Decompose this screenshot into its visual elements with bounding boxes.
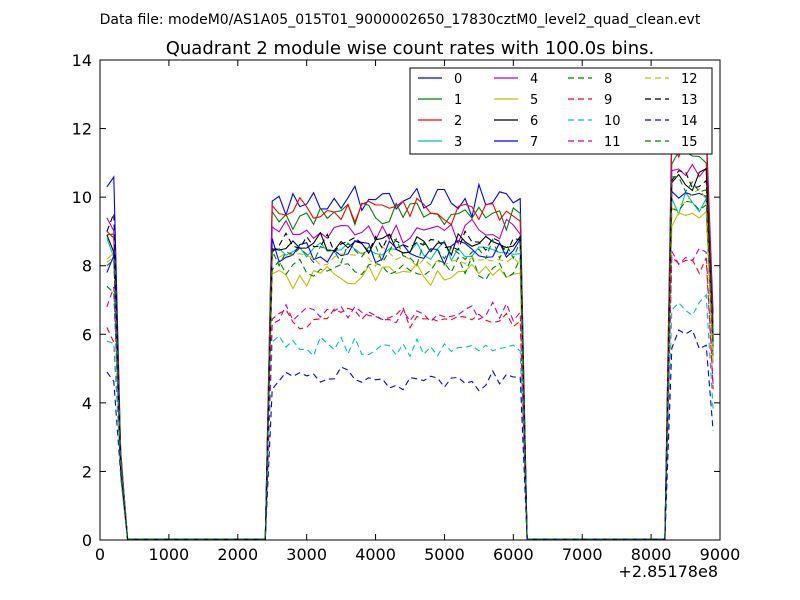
legend-label-6: 6 xyxy=(530,114,538,129)
series-line-14 xyxy=(106,329,714,540)
legend-label-5: 5 xyxy=(530,93,538,108)
legend-label-2: 2 xyxy=(454,114,462,129)
legend-label-0: 0 xyxy=(454,72,462,87)
legend-label-14: 14 xyxy=(681,114,698,129)
x-offset-label: +2.85178e8 xyxy=(618,562,718,581)
legend-box xyxy=(409,67,713,155)
legend-label-15: 15 xyxy=(681,135,698,150)
legend-label-1: 1 xyxy=(454,93,462,108)
x-tick-label: 9000 xyxy=(700,545,741,564)
y-tick-label: 6 xyxy=(82,325,92,344)
x-tick-label: 2000 xyxy=(217,545,258,564)
x-tick-label: 7000 xyxy=(562,545,603,564)
series-line-8 xyxy=(106,200,714,540)
x-tick-label: 6000 xyxy=(493,545,534,564)
chart-suptitle: Data file: modeM0/AS1A05_015T01_90000026… xyxy=(100,12,701,28)
y-tick-label: 0 xyxy=(82,531,92,550)
legend-label-8: 8 xyxy=(604,72,612,87)
legend-label-7: 7 xyxy=(530,135,538,150)
legend-label-3: 3 xyxy=(454,135,462,150)
x-tick-label: 5000 xyxy=(424,545,465,564)
x-axis: 0 1000 2000 3000 4000 5000 6000 7000 8000 9000 xyxy=(95,60,740,564)
y-tick-label: 2 xyxy=(82,462,92,481)
x-tick-label: 8000 xyxy=(631,545,672,564)
y-tick-label: 8 xyxy=(82,257,92,276)
plot-frame xyxy=(99,59,721,541)
legend-label-10: 10 xyxy=(604,114,621,129)
y-tick-label: 4 xyxy=(82,394,92,413)
legend-label-9: 9 xyxy=(604,93,612,108)
chart-title: Quadrant 2 module wise count rates with … xyxy=(166,38,655,59)
legend-label-4: 4 xyxy=(530,72,538,87)
y-tick-label: 14 xyxy=(72,51,92,70)
legend-label-13: 13 xyxy=(681,93,698,108)
y-tick-label: 10 xyxy=(72,188,92,207)
x-tick-label: 1000 xyxy=(149,545,190,564)
x-tick-label: 4000 xyxy=(355,545,396,564)
y-tick-label: 12 xyxy=(72,120,92,139)
legend-label-12: 12 xyxy=(681,72,698,87)
x-tick-label: 0 xyxy=(95,545,105,564)
x-tick-label: 3000 xyxy=(286,545,327,564)
series-layer xyxy=(106,121,714,540)
legend-label-11: 11 xyxy=(604,135,621,150)
series-line-15 xyxy=(106,176,714,540)
